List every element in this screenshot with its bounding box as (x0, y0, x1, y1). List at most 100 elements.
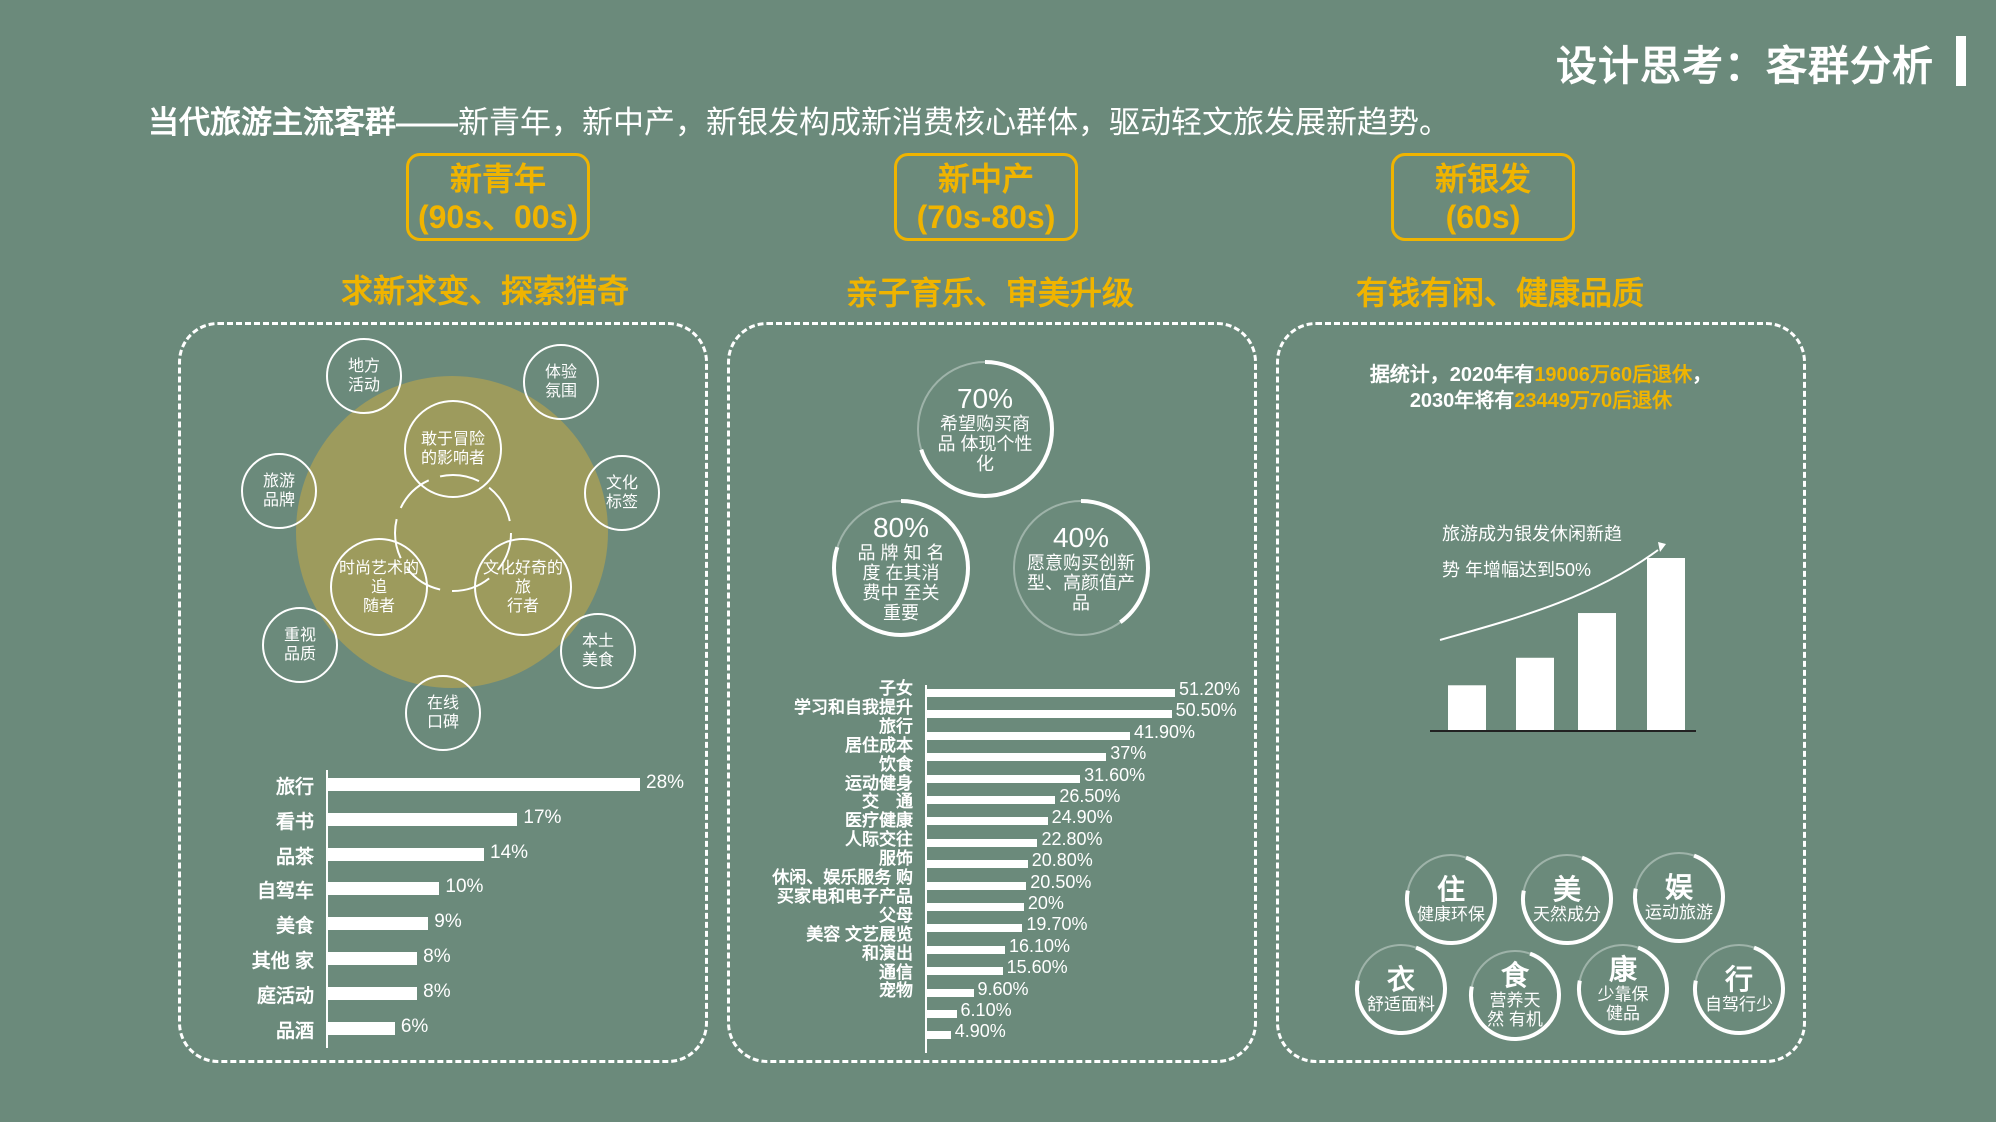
bar (927, 731, 1130, 740)
bar-label: 买家电和电子产品 (777, 886, 913, 906)
lifestyle-desc: 舒适面料 (1367, 994, 1435, 1014)
venn-inner-label: 时尚艺术的追 随者 (338, 559, 419, 615)
trend-bar (1647, 558, 1685, 730)
group-theme-silver: 有钱有闲、健康品质 (1355, 275, 1644, 311)
panel-middle (727, 322, 1257, 1063)
bar (927, 838, 1038, 847)
stat-percent: 80% (872, 512, 930, 543)
bar-value: 31.60% (1084, 764, 1146, 785)
bar-label: 品酒 (275, 1020, 314, 1042)
stat-circle: 80% 品 牌 知 名 度 在其消 费中 至关 重要 (829, 496, 973, 640)
bar (328, 778, 640, 791)
bar (927, 860, 1028, 869)
bar (328, 812, 518, 826)
bar-label: 美食 (275, 916, 314, 938)
bar-value: 15.60% (1006, 957, 1068, 978)
stat-percent: 70% (956, 383, 1014, 414)
bar (328, 1021, 395, 1035)
stat-circle: 40% 愿意购买创新 型、高颜值产 品 (1009, 496, 1153, 640)
chart-axis (925, 685, 927, 1053)
bar-label: 旅行 (275, 777, 314, 798)
bar (328, 847, 484, 861)
group-box-silver: 新银发 (60s) (1391, 153, 1575, 241)
bar-value: 26.50% (1059, 786, 1121, 806)
trend-caption-2: 势 年增幅达到50% (1442, 560, 1592, 580)
bar-value: 9.60% (977, 978, 1029, 999)
group-name: 新中产 (937, 161, 1034, 197)
bar-label: 看书 (275, 811, 314, 833)
bar-label: 休闲、娱乐服务 购 (772, 868, 913, 887)
bar-value: 19.70% (1026, 914, 1088, 935)
bar-label: 父母 (879, 905, 913, 925)
bar-label: 人际交往 (845, 830, 913, 850)
bar-value: 8% (423, 980, 451, 1002)
note-highlight: 19006万60后退休 (1534, 364, 1693, 386)
bar-label: 居住成本 (845, 735, 913, 755)
bar-value: 17% (523, 806, 562, 828)
bar-label: 子女 (879, 679, 913, 698)
stat-description: 希望购买商 品 体现个性 化 (937, 414, 1033, 474)
lifestyle-keyword: 行 (1724, 963, 1753, 995)
venn-inner-circle: 时尚艺术的追 随者 (330, 538, 428, 636)
bar-label: 通信 (879, 962, 913, 982)
trend-bar (1578, 613, 1616, 730)
group-theme-middle: 亲子育乐、审美升级 (845, 275, 1134, 311)
bar-value: 6% (400, 1015, 429, 1037)
venn-inner-label: 敢于冒险 的影响者 (420, 431, 485, 467)
page-title: 设计思考：客群分析 (1556, 43, 1934, 89)
bar-value: 22.80% (1041, 828, 1103, 849)
stat-ring (832, 499, 970, 637)
lifestyle-circle: 衣 舒适面料 (1354, 942, 1448, 1036)
lifestyle-desc: 天然成分 (1533, 904, 1601, 924)
outer-circle: 旅游 品牌 (241, 453, 317, 529)
trend-arrow-head (1658, 542, 1666, 552)
bar (927, 689, 1175, 697)
stat-percent: 40% (1052, 522, 1110, 553)
chart-axis (326, 770, 328, 1049)
group-box-youth: 新青年 (90s、00s) (406, 153, 590, 241)
bar-value: 16.10% (1008, 935, 1071, 956)
lifestyle-circle: 康 少靠保 健品 (1576, 942, 1670, 1036)
bar-label: 服饰 (879, 849, 913, 869)
bar-label: 品茶 (275, 846, 314, 868)
note-highlight: 23449万70后退休 (1514, 390, 1673, 412)
bar (927, 945, 1005, 954)
bar-value: 4.90% (954, 1021, 1006, 1042)
note-text: 2030年将有 (1409, 390, 1515, 412)
bar-label: 和演出 (862, 943, 913, 963)
lifestyle-ring (1633, 851, 1725, 943)
lifestyle-ring (1521, 853, 1613, 945)
outer-circle-label: 地方 活动 (347, 358, 380, 394)
lifestyle-circle: 娱 运动旅游 (1632, 850, 1726, 944)
lifestyle-ring (1355, 943, 1447, 1035)
stat-ring (1012, 499, 1150, 637)
note-text: ， (1692, 364, 1713, 386)
bar (927, 774, 1081, 783)
bar-value: 51.20% (1179, 679, 1241, 699)
bar (927, 1031, 951, 1040)
bar-value: 6.10% (960, 1000, 1012, 1020)
lifestyle-ring (1693, 943, 1785, 1035)
note-line-2: 2030年将有23449万70后退休 (1292, 388, 1790, 414)
panel-youth (178, 322, 708, 1063)
venn-inner-label: 文化好奇的旅 行者 (482, 559, 563, 615)
bar (328, 882, 440, 896)
page-subtitle: 当代旅游主流客群——新青年，新中产，新银发构成新消费核心群体，驱动轻文旅发展新趋… (148, 97, 1450, 142)
outer-circle-label: 旅游 品牌 (262, 473, 295, 509)
bar-value: 24.90% (1051, 807, 1113, 828)
bar (927, 988, 974, 997)
bar (328, 917, 429, 931)
outer-circle-label: 体验 氛围 (544, 364, 577, 400)
trend-caption-1: 旅游成为银发休闲新趋 (1442, 524, 1622, 544)
bar-label: 庭活动 (256, 985, 314, 1007)
lifestyle-keyword: 住 (1436, 873, 1465, 905)
bar-value: 14% (490, 841, 529, 863)
bar (927, 903, 1024, 911)
silver-trend-chart (1430, 542, 1696, 732)
venn-inner-circle: 敢于冒险 的影响者 (404, 400, 502, 498)
lifestyle-desc: 运动旅游 (1645, 902, 1713, 922)
note-line-1: 据统计，2020年有19006万60后退休， (1292, 362, 1790, 388)
outer-circle-label: 文化 标签 (605, 475, 638, 511)
trend-bar (1516, 657, 1554, 730)
bar-label: 医疗健康 (845, 811, 913, 831)
